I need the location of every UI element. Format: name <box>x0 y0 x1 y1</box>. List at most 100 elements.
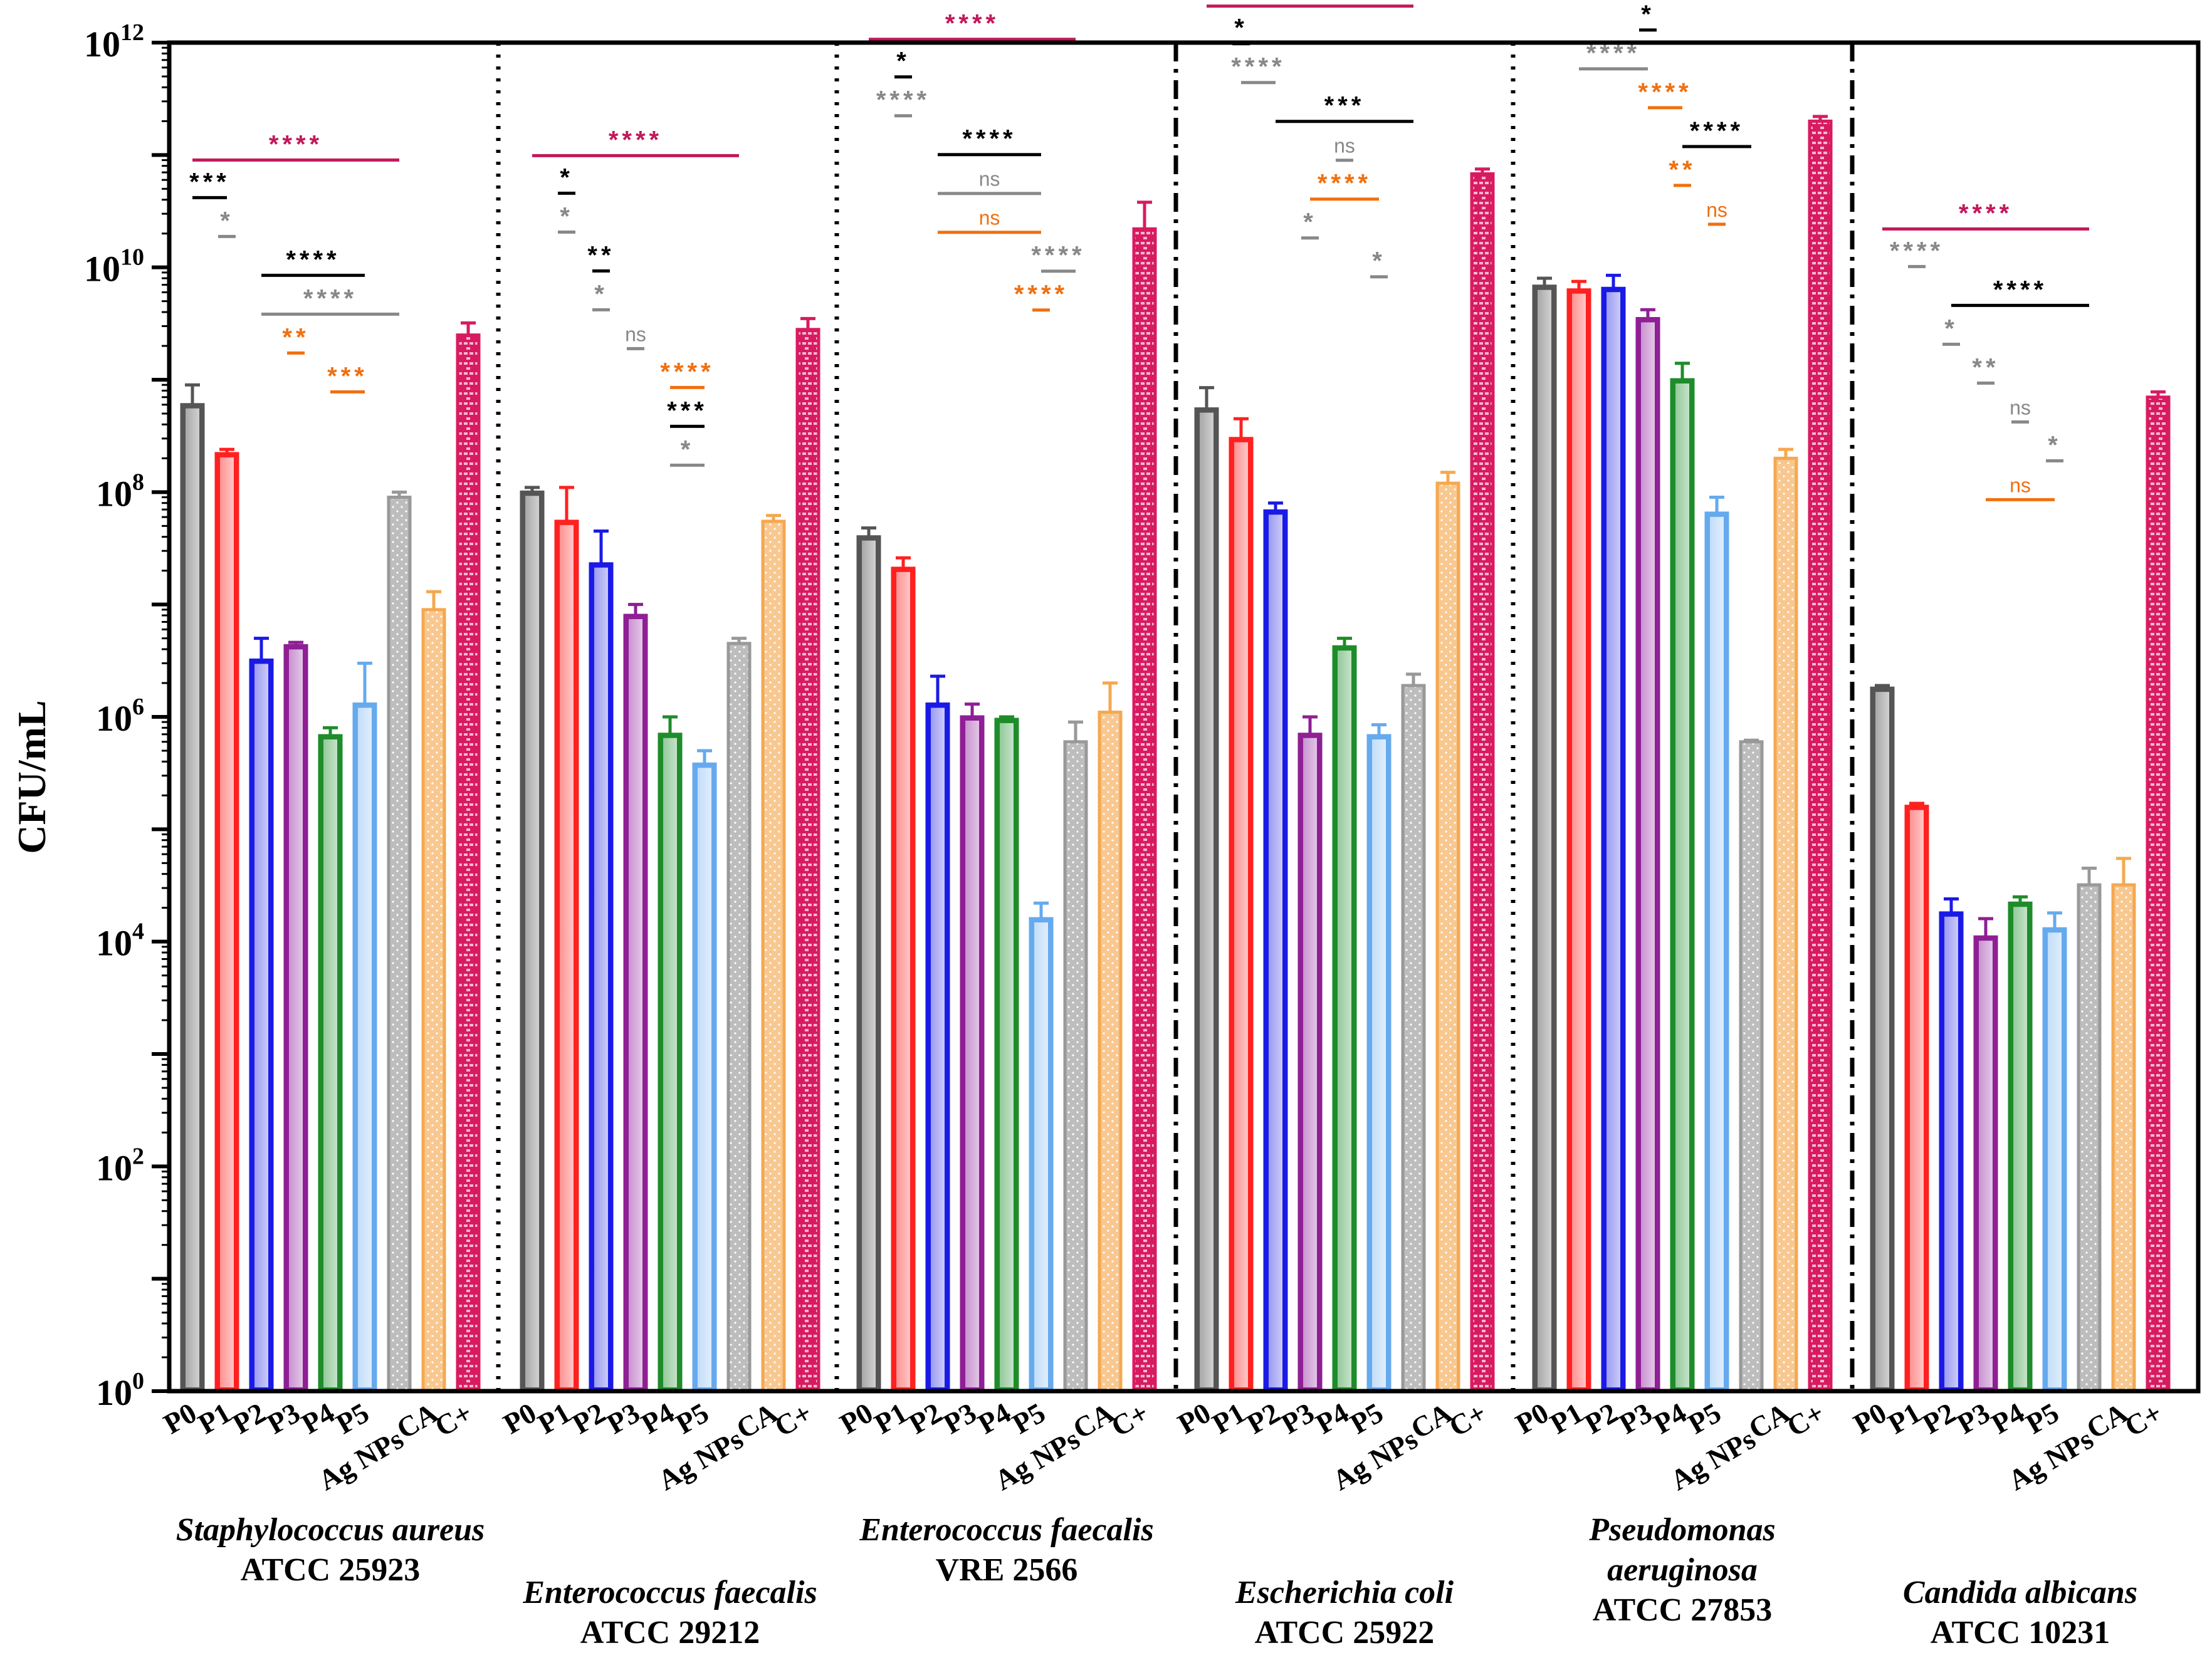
x-category-label: Ag NPs <box>989 1422 1085 1496</box>
bar-ca <box>2111 883 2136 1393</box>
significance-label: ** <box>587 241 614 269</box>
x-category-label: P5 <box>1344 1396 1388 1440</box>
significance-label: ns <box>2010 396 2031 419</box>
significance-annotations: ******************************ns********… <box>189 0 2089 501</box>
y-tick-exp: 2 <box>132 1143 144 1169</box>
bar-sheen <box>965 721 979 1387</box>
bar-sheen <box>1910 810 1924 1387</box>
x-category-label: Ag NPs <box>313 1422 409 1496</box>
bar-c- <box>795 328 820 1393</box>
group-label: Pseudomonas aeruginosa ATCC 27853 <box>1519 1510 1845 1631</box>
bar-ca <box>761 519 786 1393</box>
bar-c- <box>456 333 481 1393</box>
significance-label: **** <box>609 126 663 154</box>
bar-sheen <box>663 738 677 1387</box>
significance-label: * <box>1944 315 1958 342</box>
bar-ag-nps <box>1063 740 1088 1393</box>
significance-label: * <box>220 207 234 234</box>
significance-label: * <box>1234 14 1248 42</box>
x-category-label: P5 <box>2020 1396 2064 1440</box>
bar-sheen <box>560 524 574 1387</box>
y-tick-exp: 4 <box>132 919 144 945</box>
bar-sheen <box>931 707 945 1387</box>
significance-label: **** <box>876 86 930 114</box>
y-tick-label: 104 <box>96 919 144 964</box>
group-species: Enterococcus faecalis <box>859 1512 1154 1548</box>
significance-label: ns <box>979 207 1000 229</box>
significance-label: **** <box>1890 237 1944 264</box>
bar-sheen <box>186 408 199 1387</box>
significance-label: **** <box>1318 170 1371 197</box>
group-strain: ATCC 10231 <box>1930 1615 2110 1651</box>
bar-ag-nps <box>1739 740 1764 1393</box>
significance-label: * <box>896 48 910 75</box>
significance-label: **** <box>269 130 323 158</box>
significance-label: ns <box>2010 474 2031 496</box>
significance-label: *** <box>1324 92 1365 120</box>
significance-label: **** <box>945 10 999 38</box>
x-category-label: C+ <box>2119 1396 2167 1443</box>
y-tick-label: 102 <box>96 1143 144 1188</box>
significance-label: **** <box>1031 242 1085 269</box>
y-tick-exp: 6 <box>132 694 144 720</box>
x-category-label: P5 <box>330 1396 374 1440</box>
bar-sheen <box>1372 739 1386 1387</box>
bar-sheen <box>1572 293 1586 1387</box>
group-species: Staphylococcus aureus <box>176 1512 485 1548</box>
significance-label: **** <box>1993 276 2047 303</box>
significance-label: ** <box>1972 353 1999 381</box>
significance-label: * <box>1641 1 1655 28</box>
bar-sheen <box>254 664 268 1387</box>
significance-label: **** <box>962 125 1016 153</box>
y-axis-label: CFU/mL <box>9 700 54 853</box>
significance-label: *** <box>327 362 368 390</box>
y-tick-exp: 10 <box>120 244 144 271</box>
y-tick-base: 10 <box>84 249 120 290</box>
significance-label: **** <box>1014 281 1068 308</box>
bar-sheen <box>2048 932 2062 1387</box>
significance-label: ** <box>282 323 309 351</box>
bar-c- <box>2146 395 2171 1393</box>
x-category-label: C+ <box>1106 1396 1154 1443</box>
group-species: Candida albicans <box>1902 1575 2138 1610</box>
bar-ag-nps <box>387 496 412 1393</box>
group-strain: ATCC 25923 <box>240 1552 421 1588</box>
significance-label: * <box>2048 431 2062 459</box>
bar-ca <box>1435 481 1460 1393</box>
bar-sheen <box>2013 907 2027 1387</box>
bar-sheen <box>525 496 539 1388</box>
x-category-label: C+ <box>1444 1396 1492 1443</box>
significance-label: * <box>560 164 574 191</box>
significance-label: **** <box>1231 53 1285 81</box>
group-species: Pseudomonas aeruginosa <box>1589 1512 1776 1588</box>
x-category-label: C+ <box>429 1396 478 1443</box>
significance-label: ns <box>1334 135 1355 157</box>
y-tick-base: 10 <box>84 24 120 65</box>
significance-label: **** <box>286 246 340 273</box>
plot-frame <box>167 40 2201 1394</box>
bar-sheen <box>629 619 642 1387</box>
significance-label: * <box>1372 248 1386 275</box>
x-category-label: Ag NPs <box>1665 1422 1761 1496</box>
bar-sheen <box>1338 650 1351 1387</box>
x-category-label: P5 <box>670 1396 714 1440</box>
bar-sheen <box>1034 922 1048 1387</box>
group-label: Escherichia coli ATCC 25922 <box>1182 1573 1507 1653</box>
bar-sheen <box>1269 514 1282 1387</box>
y-tick-base: 10 <box>96 698 132 739</box>
group-strain: ATCC 25922 <box>1254 1615 1435 1651</box>
significance-label: * <box>594 280 608 308</box>
significance-label: * <box>560 202 574 230</box>
y-tick-base: 10 <box>96 923 132 964</box>
significance-label: ns <box>1706 199 1727 221</box>
bar-ag-nps <box>1401 684 1426 1393</box>
significance-label: ** <box>1669 156 1696 184</box>
significance-label: **** <box>303 284 357 312</box>
bar-sheen <box>1944 916 1958 1387</box>
bar-ca <box>1098 711 1123 1393</box>
x-category-label: P5 <box>1007 1396 1051 1440</box>
group-species: Enterococcus faecalis <box>523 1575 817 1610</box>
bar-sheen <box>594 567 608 1387</box>
